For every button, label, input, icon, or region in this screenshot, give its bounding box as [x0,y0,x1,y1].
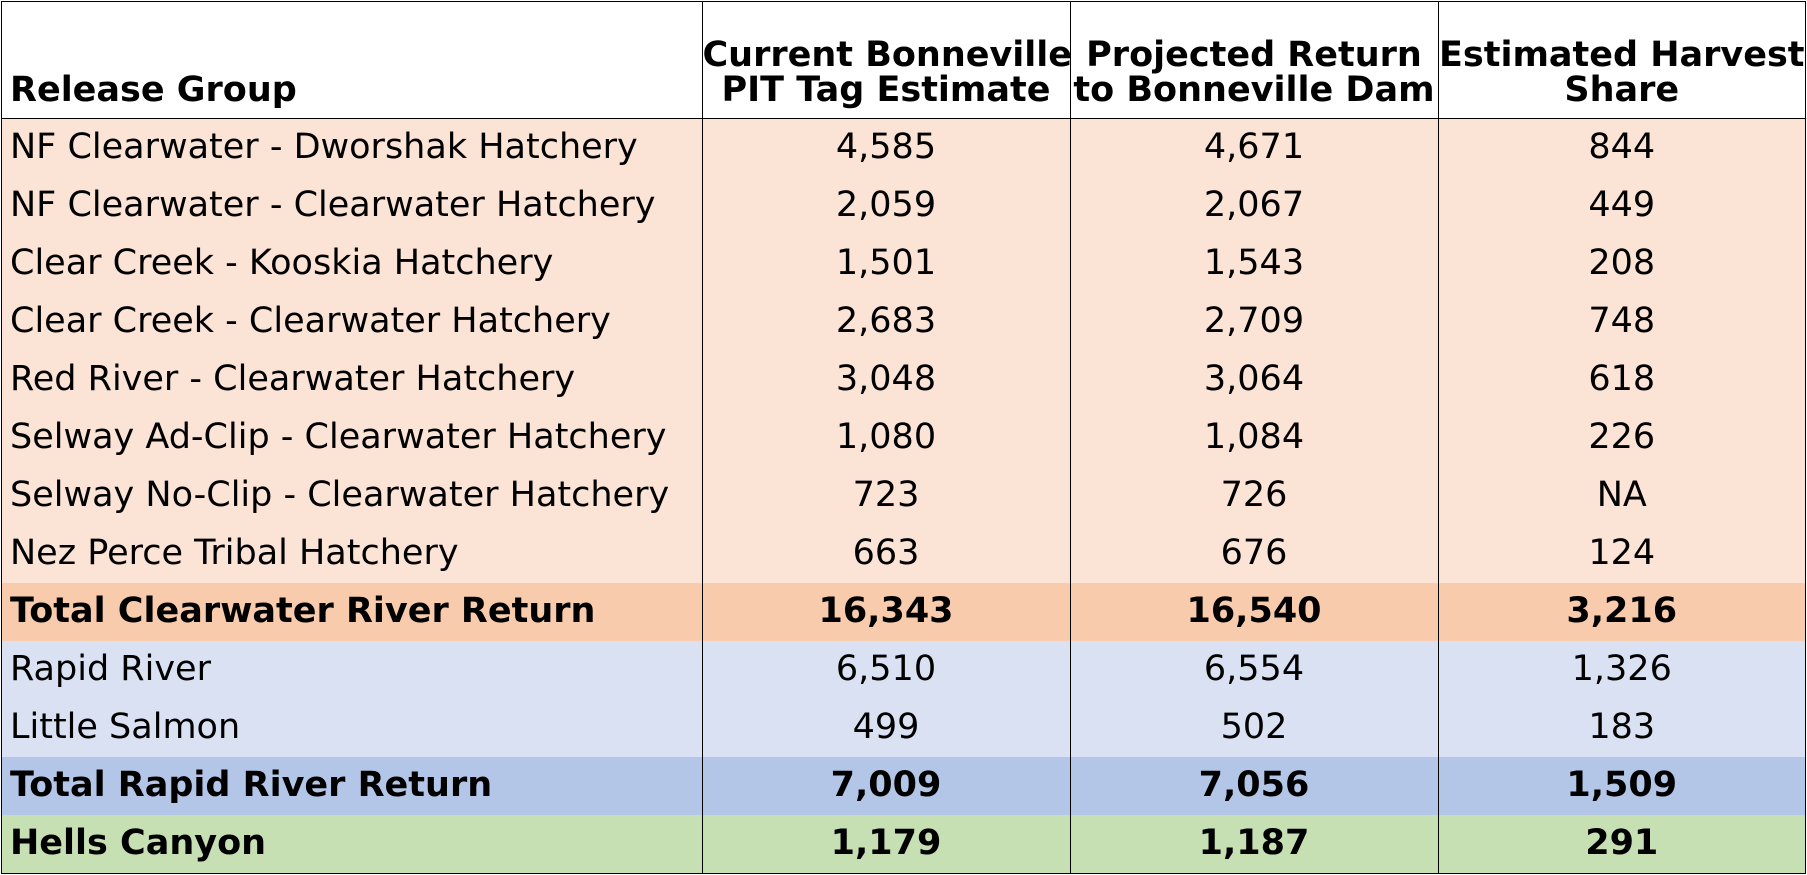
cell-projected-return: 502 [1069,698,1438,757]
header-harvest-line1: Estimated Harvest [1438,34,1805,75]
cell-estimated-harvest: 449 [1437,176,1805,235]
table-row: Nez Perce Tribal Hatchery 663 676 124 [2,524,1805,583]
table-row: NF Clearwater - Clearwater Hatchery 2,059… [2,176,1805,235]
cell-projected-return: 726 [1069,466,1438,525]
cell-estimated-harvest: 3,216 [1437,582,1805,641]
cell-projected-return: 3,064 [1069,350,1438,409]
table-row: Clear Creek - Clearwater Hatchery 2,683 2,… [2,292,1805,351]
cell-release-group: Total Rapid River Return [10,765,493,806]
cell-estimated-harvest: NA [1437,466,1805,525]
cell-release-group: Red River - Clearwater Hatchery [10,358,576,399]
header-current-line2: PIT Tag Estimate [721,69,1051,110]
header-estimated-harvest: Estimated Harvest Share [1437,2,1805,119]
cell-release-group: Little Salmon [10,707,241,748]
cell-current-estimate: 1,179 [701,814,1070,873]
cell-current-estimate: 1,501 [701,234,1070,293]
cell-estimated-harvest: 618 [1437,350,1805,409]
cell-estimated-harvest: 291 [1437,814,1805,873]
table-total-row: Total Rapid River Return 7,009 7,056 1,509 [2,756,1805,815]
cell-estimated-harvest: 226 [1437,408,1805,467]
cell-projected-return: 2,709 [1069,292,1438,351]
header-release-group: Release Group [2,2,702,119]
cell-estimated-harvest: 748 [1437,292,1805,351]
cell-release-group: Clear Creek - Clearwater Hatchery [10,300,611,341]
cell-current-estimate: 7,009 [701,756,1070,815]
table-total-row: Total Clearwater River Return 16,343 16,54… [2,582,1805,641]
cell-release-group: Selway Ad-Clip - Clearwater Hatchery [10,416,667,457]
cell-release-group: NF Clearwater - Clearwater Hatchery [10,184,656,225]
header-current-line1: Current Bonneville [702,34,1070,75]
cell-estimated-harvest: 844 [1437,118,1805,177]
header-release-group-label: Release Group [10,69,297,110]
cell-projected-return: 2,067 [1069,176,1438,235]
cell-projected-return: 6,554 [1069,640,1438,699]
header-projected-line2: to Bonneville Dam [1073,69,1435,110]
cell-current-estimate: 499 [701,698,1070,757]
cell-release-group: Clear Creek - Kooskia Hatchery [10,242,554,283]
cell-current-estimate: 2,683 [701,292,1070,351]
table-row: Little Salmon 499 502 183 [2,698,1805,757]
cell-projected-return: 16,540 [1069,582,1438,641]
cell-projected-return: 1,543 [1069,234,1438,293]
cell-current-estimate: 6,510 [701,640,1070,699]
table-row: Clear Creek - Kooskia Hatchery 1,501 1,543… [2,234,1805,293]
header-harvest-line2: Share [1564,69,1680,110]
cell-release-group: Total Clearwater River Return [10,591,596,632]
cell-release-group: Selway No-Clip - Clearwater Hatchery [10,474,670,515]
cell-estimated-harvest: 124 [1437,524,1805,583]
cell-release-group: Nez Perce Tribal Hatchery [10,532,459,573]
cell-projected-return: 1,187 [1069,814,1438,873]
header-current-estimate: Current Bonneville PIT Tag Estimate [701,2,1070,119]
cell-current-estimate: 4,585 [701,118,1070,177]
cell-current-estimate: 723 [701,466,1070,525]
cell-projected-return: 676 [1069,524,1438,583]
table-row: Selway Ad-Clip - Clearwater Hatchery 1,08… [2,408,1805,467]
table-body: NF Clearwater - Dworshak Hatchery 4,585 4,… [2,118,1805,873]
cell-release-group: NF Clearwater - Dworshak Hatchery [10,126,638,167]
header-projected-return: Projected Return to Bonneville Dam [1069,2,1438,119]
header-projected-line1: Projected Return [1086,34,1422,75]
cell-estimated-harvest: 183 [1437,698,1805,757]
table-row: Rapid River 6,510 6,554 1,326 [2,640,1805,699]
cell-current-estimate: 16,343 [701,582,1070,641]
cell-current-estimate: 3,048 [701,350,1070,409]
cell-projected-return: 4,671 [1069,118,1438,177]
cell-current-estimate: 2,059 [701,176,1070,235]
cell-projected-return: 7,056 [1069,756,1438,815]
cell-current-estimate: 1,080 [701,408,1070,467]
cell-estimated-harvest: 1,509 [1437,756,1805,815]
cell-estimated-harvest: 1,326 [1437,640,1805,699]
cell-estimated-harvest: 208 [1437,234,1805,293]
table-row: Red River - Clearwater Hatchery 3,048 3,06… [2,350,1805,409]
cell-release-group: Hells Canyon [10,823,267,864]
table-total-row: Hells Canyon 1,179 1,187 291 [2,814,1805,873]
cell-current-estimate: 663 [701,524,1070,583]
table-row: NF Clearwater - Dworshak Hatchery 4,585 4,… [2,118,1805,177]
table-row: Selway No-Clip - Clearwater Hatchery 723 7… [2,466,1805,525]
cell-projected-return: 1,084 [1069,408,1438,467]
cell-release-group: Rapid River [10,649,211,690]
table-header-row: Release Group Current Bonneville PIT Tag… [2,2,1805,119]
